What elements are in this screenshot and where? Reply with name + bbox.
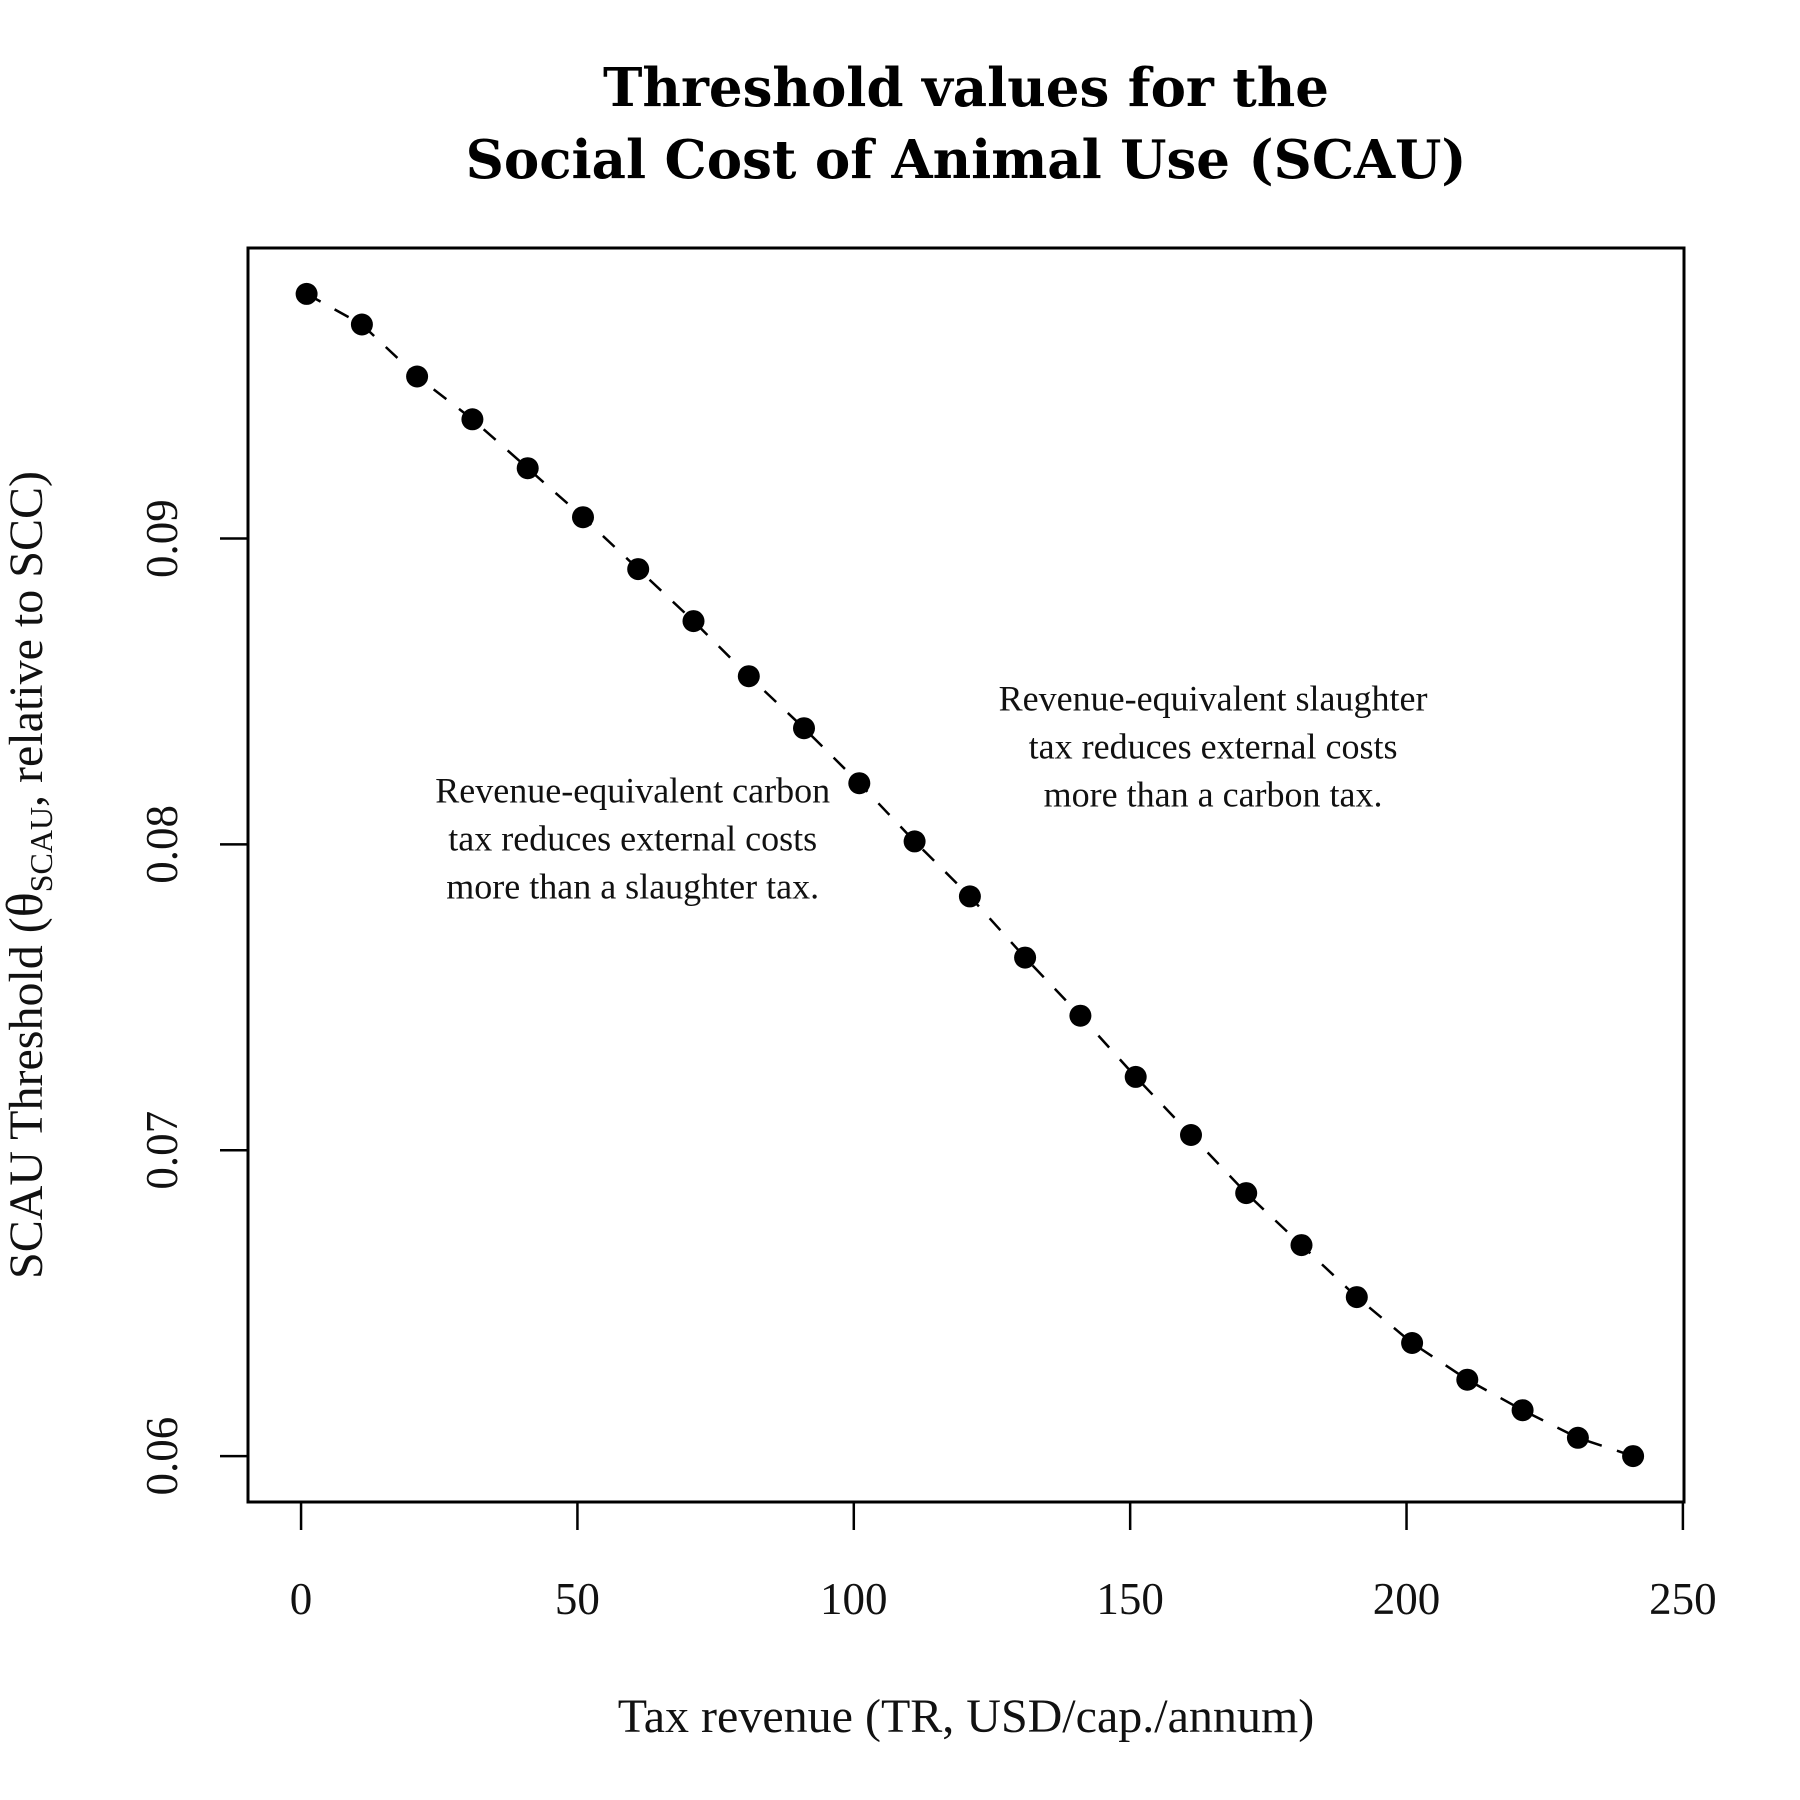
data-point — [1290, 1234, 1313, 1257]
data-point — [1401, 1332, 1424, 1354]
annotation-2: Revenue-equivalent slaughter tax reduces … — [999, 679, 1428, 815]
y-axis-label-symbol: θ — [0, 892, 54, 917]
data-point — [516, 457, 539, 480]
y-axis-label-subscript: SCAU — [23, 807, 59, 892]
chart-title: Threshold values for the Social Cost of … — [466, 57, 1467, 191]
data-point — [1622, 1445, 1645, 1468]
data-point — [1235, 1182, 1258, 1205]
data-points-layer — [295, 282, 1645, 1468]
chart-title-line-1: Threshold values for the — [603, 57, 1329, 119]
x-tick-label: 100 — [820, 1574, 888, 1624]
annotations-layer: Revenue-equivalent carbon tax reduces ext… — [435, 679, 1427, 907]
data-point — [350, 313, 373, 336]
data-point — [848, 772, 871, 795]
annotation-line: Revenue-equivalent slaughter — [999, 679, 1428, 719]
y-axis: 0.06 0.07 0.08 0.09 — [137, 499, 250, 1496]
annotation-line: Revenue-equivalent carbon — [435, 770, 830, 810]
data-point — [1345, 1286, 1368, 1309]
y-axis-label: SCAU Threshold (θSCAU, relative to SCC) — [0, 471, 59, 1279]
data-point — [461, 408, 484, 431]
data-point — [903, 830, 926, 853]
x-tick-label: 0 — [290, 1574, 313, 1624]
data-point — [572, 506, 594, 529]
data-point — [1456, 1368, 1479, 1391]
x-tick-label: 250 — [1649, 1574, 1717, 1624]
data-point — [406, 365, 429, 388]
y-tick-label: 0.08 — [137, 805, 187, 884]
x-axis: 0 50 100 150 200 250 — [290, 1500, 1717, 1624]
data-point — [682, 610, 705, 633]
y-tick-label: 0.07 — [137, 1111, 187, 1190]
data-point — [958, 885, 981, 908]
chart-title-line-2: Social Cost of Animal Use (SCAU) — [466, 129, 1467, 191]
data-point — [1180, 1124, 1202, 1146]
y-axis-label-suffix: , relative to SCC) — [0, 471, 53, 807]
y-tick-label: 0.06 — [137, 1417, 187, 1496]
x-tick-label: 50 — [555, 1574, 600, 1624]
x-axis-label: Tax revenue (TR, USD/cap./annum) — [618, 1690, 1314, 1743]
annotation-line: more than a carbon tax. — [1044, 775, 1383, 815]
y-tick-label: 0.09 — [137, 499, 187, 578]
data-point — [1566, 1426, 1589, 1449]
data-point — [627, 558, 650, 581]
data-point — [793, 717, 815, 740]
data-point — [1124, 1065, 1147, 1088]
y-axis-label-prefix: SCAU Threshold ( — [0, 917, 53, 1279]
annotation-line: tax reduces external costs — [448, 818, 817, 858]
annotation-line: tax reduces external costs — [1029, 727, 1398, 767]
data-point — [1014, 946, 1037, 969]
x-tick-label: 200 — [1373, 1574, 1441, 1624]
data-point — [1511, 1399, 1534, 1422]
x-tick-label: 150 — [1096, 1574, 1164, 1624]
data-point — [737, 665, 760, 688]
data-point — [1069, 1004, 1092, 1027]
data-point — [295, 282, 318, 305]
annotation-1: Revenue-equivalent carbon tax reduces ext… — [435, 770, 830, 906]
annotation-line: more than a slaughter tax. — [446, 866, 819, 906]
